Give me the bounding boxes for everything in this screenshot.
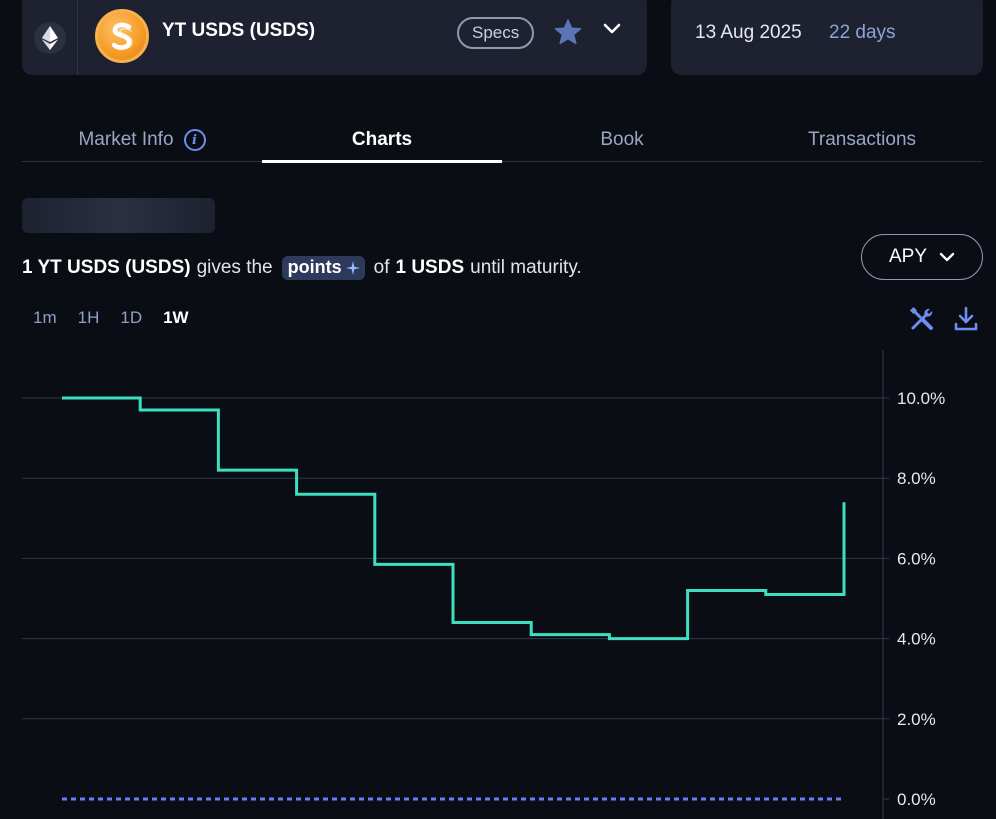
chevron-down-icon[interactable] <box>602 22 622 36</box>
y-tick-label: 0.0% <box>897 790 936 809</box>
y-tick-label: 2.0% <box>897 710 936 729</box>
usds-logo-icon <box>95 9 149 63</box>
underlying-amount: 1 USDS <box>395 257 465 278</box>
chart-grid <box>22 397 883 720</box>
timeframe-selector: 1m 1H 1D 1W <box>33 308 210 328</box>
tab-charts[interactable]: Charts <box>262 118 502 163</box>
metric-label: APY <box>888 246 928 267</box>
y-tick-label: 8.0% <box>897 469 936 488</box>
tab-book[interactable]: Book <box>502 118 742 162</box>
metric-dropdown[interactable]: APY <box>861 234 983 280</box>
apy-chart[interactable]: 0.0% 2.0% 4.0% 6.0% 8.0% 10.0% <box>0 340 996 819</box>
days-remaining: 22 days <box>829 22 896 43</box>
maturity-card: 13 Aug 2025 22 days <box>671 0 983 75</box>
market-header-card: YT USDS (USDS) Specs <box>22 0 647 75</box>
yield-description: 1 YT USDS (USDS) gives the points of 1 U… <box>22 256 582 280</box>
desc-text: until maturity. <box>470 257 582 278</box>
sparkle-icon <box>345 260 360 275</box>
tab-market-info[interactable]: Market Info i <box>22 118 262 162</box>
market-title: YT USDS (USDS) <box>162 20 316 41</box>
tab-label: Charts <box>351 129 413 150</box>
ethereum-icon <box>33 21 66 54</box>
points-badge[interactable]: points <box>281 256 365 280</box>
tab-transactions[interactable]: Transactions <box>742 118 982 162</box>
tab-label: Book <box>600 129 644 150</box>
y-tick-label: 6.0% <box>897 549 936 568</box>
loading-placeholder <box>22 198 215 233</box>
info-icon[interactable]: i <box>183 129 206 151</box>
timeframe-1w[interactable]: 1W <box>163 308 189 327</box>
tools-icon[interactable] <box>908 305 936 333</box>
desc-text: of <box>373 257 390 278</box>
timeframe-1h[interactable]: 1H <box>77 308 100 327</box>
yt-amount: 1 YT USDS (USDS) <box>22 257 191 278</box>
market-tabs: Market Info i Charts Book Transactions <box>22 118 983 163</box>
chart-series <box>62 396 846 801</box>
apy-series-line <box>62 396 846 641</box>
star-icon[interactable] <box>554 19 582 45</box>
specs-button[interactable]: Specs <box>457 17 535 49</box>
y-tick-label: 4.0% <box>897 630 936 649</box>
tab-label: Transactions <box>807 129 917 150</box>
download-icon[interactable] <box>953 305 979 333</box>
y-axis-ticks: 0.0% 2.0% 4.0% 6.0% 8.0% 10.0% <box>883 389 945 809</box>
desc-text: gives the <box>196 257 273 278</box>
tab-label: Market Info <box>78 129 174 150</box>
points-label: points <box>287 257 342 277</box>
timeframe-1d[interactable]: 1D <box>120 308 143 327</box>
timeframe-1m[interactable]: 1m <box>33 308 57 327</box>
maturity-date: 13 Aug 2025 <box>695 22 802 43</box>
network-cell[interactable] <box>22 0 78 75</box>
chevron-down-icon <box>939 252 955 261</box>
y-tick-label: 10.0% <box>897 389 945 408</box>
